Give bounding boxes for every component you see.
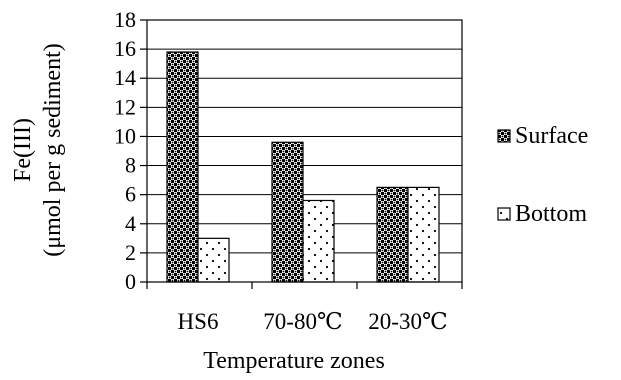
x-category-label: HS6 xyxy=(178,309,219,334)
y-tick-label: 2 xyxy=(125,240,136,265)
bar-surface-0 xyxy=(166,51,199,283)
bar-surface-2 xyxy=(376,186,409,283)
x-axis-title: Temperature zones xyxy=(203,348,385,374)
x-category-labels: HS6 70-80℃ 20-30℃ xyxy=(178,309,448,334)
y-tick-label: 4 xyxy=(125,211,136,236)
y-axis-title-line-1: Fe(III) xyxy=(10,118,36,182)
legend-label-bottom: Bottom xyxy=(515,201,587,227)
axes xyxy=(140,19,463,289)
bar-bottom-0 xyxy=(197,237,230,283)
y-tick-labels: 0 2 4 6 8 10 12 14 16 18 xyxy=(114,7,136,294)
y-tick-label: 6 xyxy=(125,182,136,207)
y-tick-label: 0 xyxy=(125,269,136,294)
y-tick-label: 16 xyxy=(114,36,136,61)
y-tick-label: 10 xyxy=(114,123,136,148)
bar-surface-1 xyxy=(271,141,304,283)
y-tick-label: 14 xyxy=(114,65,136,90)
plot-frame xyxy=(146,19,463,283)
legend-label-surface: Surface xyxy=(515,123,588,149)
y-axis-title-line-2: (μmol per g sediment) xyxy=(40,43,66,256)
legend: Surface Bottom xyxy=(497,123,588,227)
bar-bottom-2 xyxy=(407,186,440,283)
y-tick-label: 8 xyxy=(125,153,136,178)
y-tick-label: 18 xyxy=(114,7,136,32)
legend-swatch-surface xyxy=(497,129,511,143)
x-category-label: 20-30℃ xyxy=(368,309,447,334)
bars xyxy=(166,51,440,283)
x-category-label: 70-80℃ xyxy=(263,309,342,334)
legend-swatch-bottom xyxy=(497,207,511,221)
bar-bottom-1 xyxy=(302,199,335,283)
y-tick-label: 12 xyxy=(114,94,136,119)
